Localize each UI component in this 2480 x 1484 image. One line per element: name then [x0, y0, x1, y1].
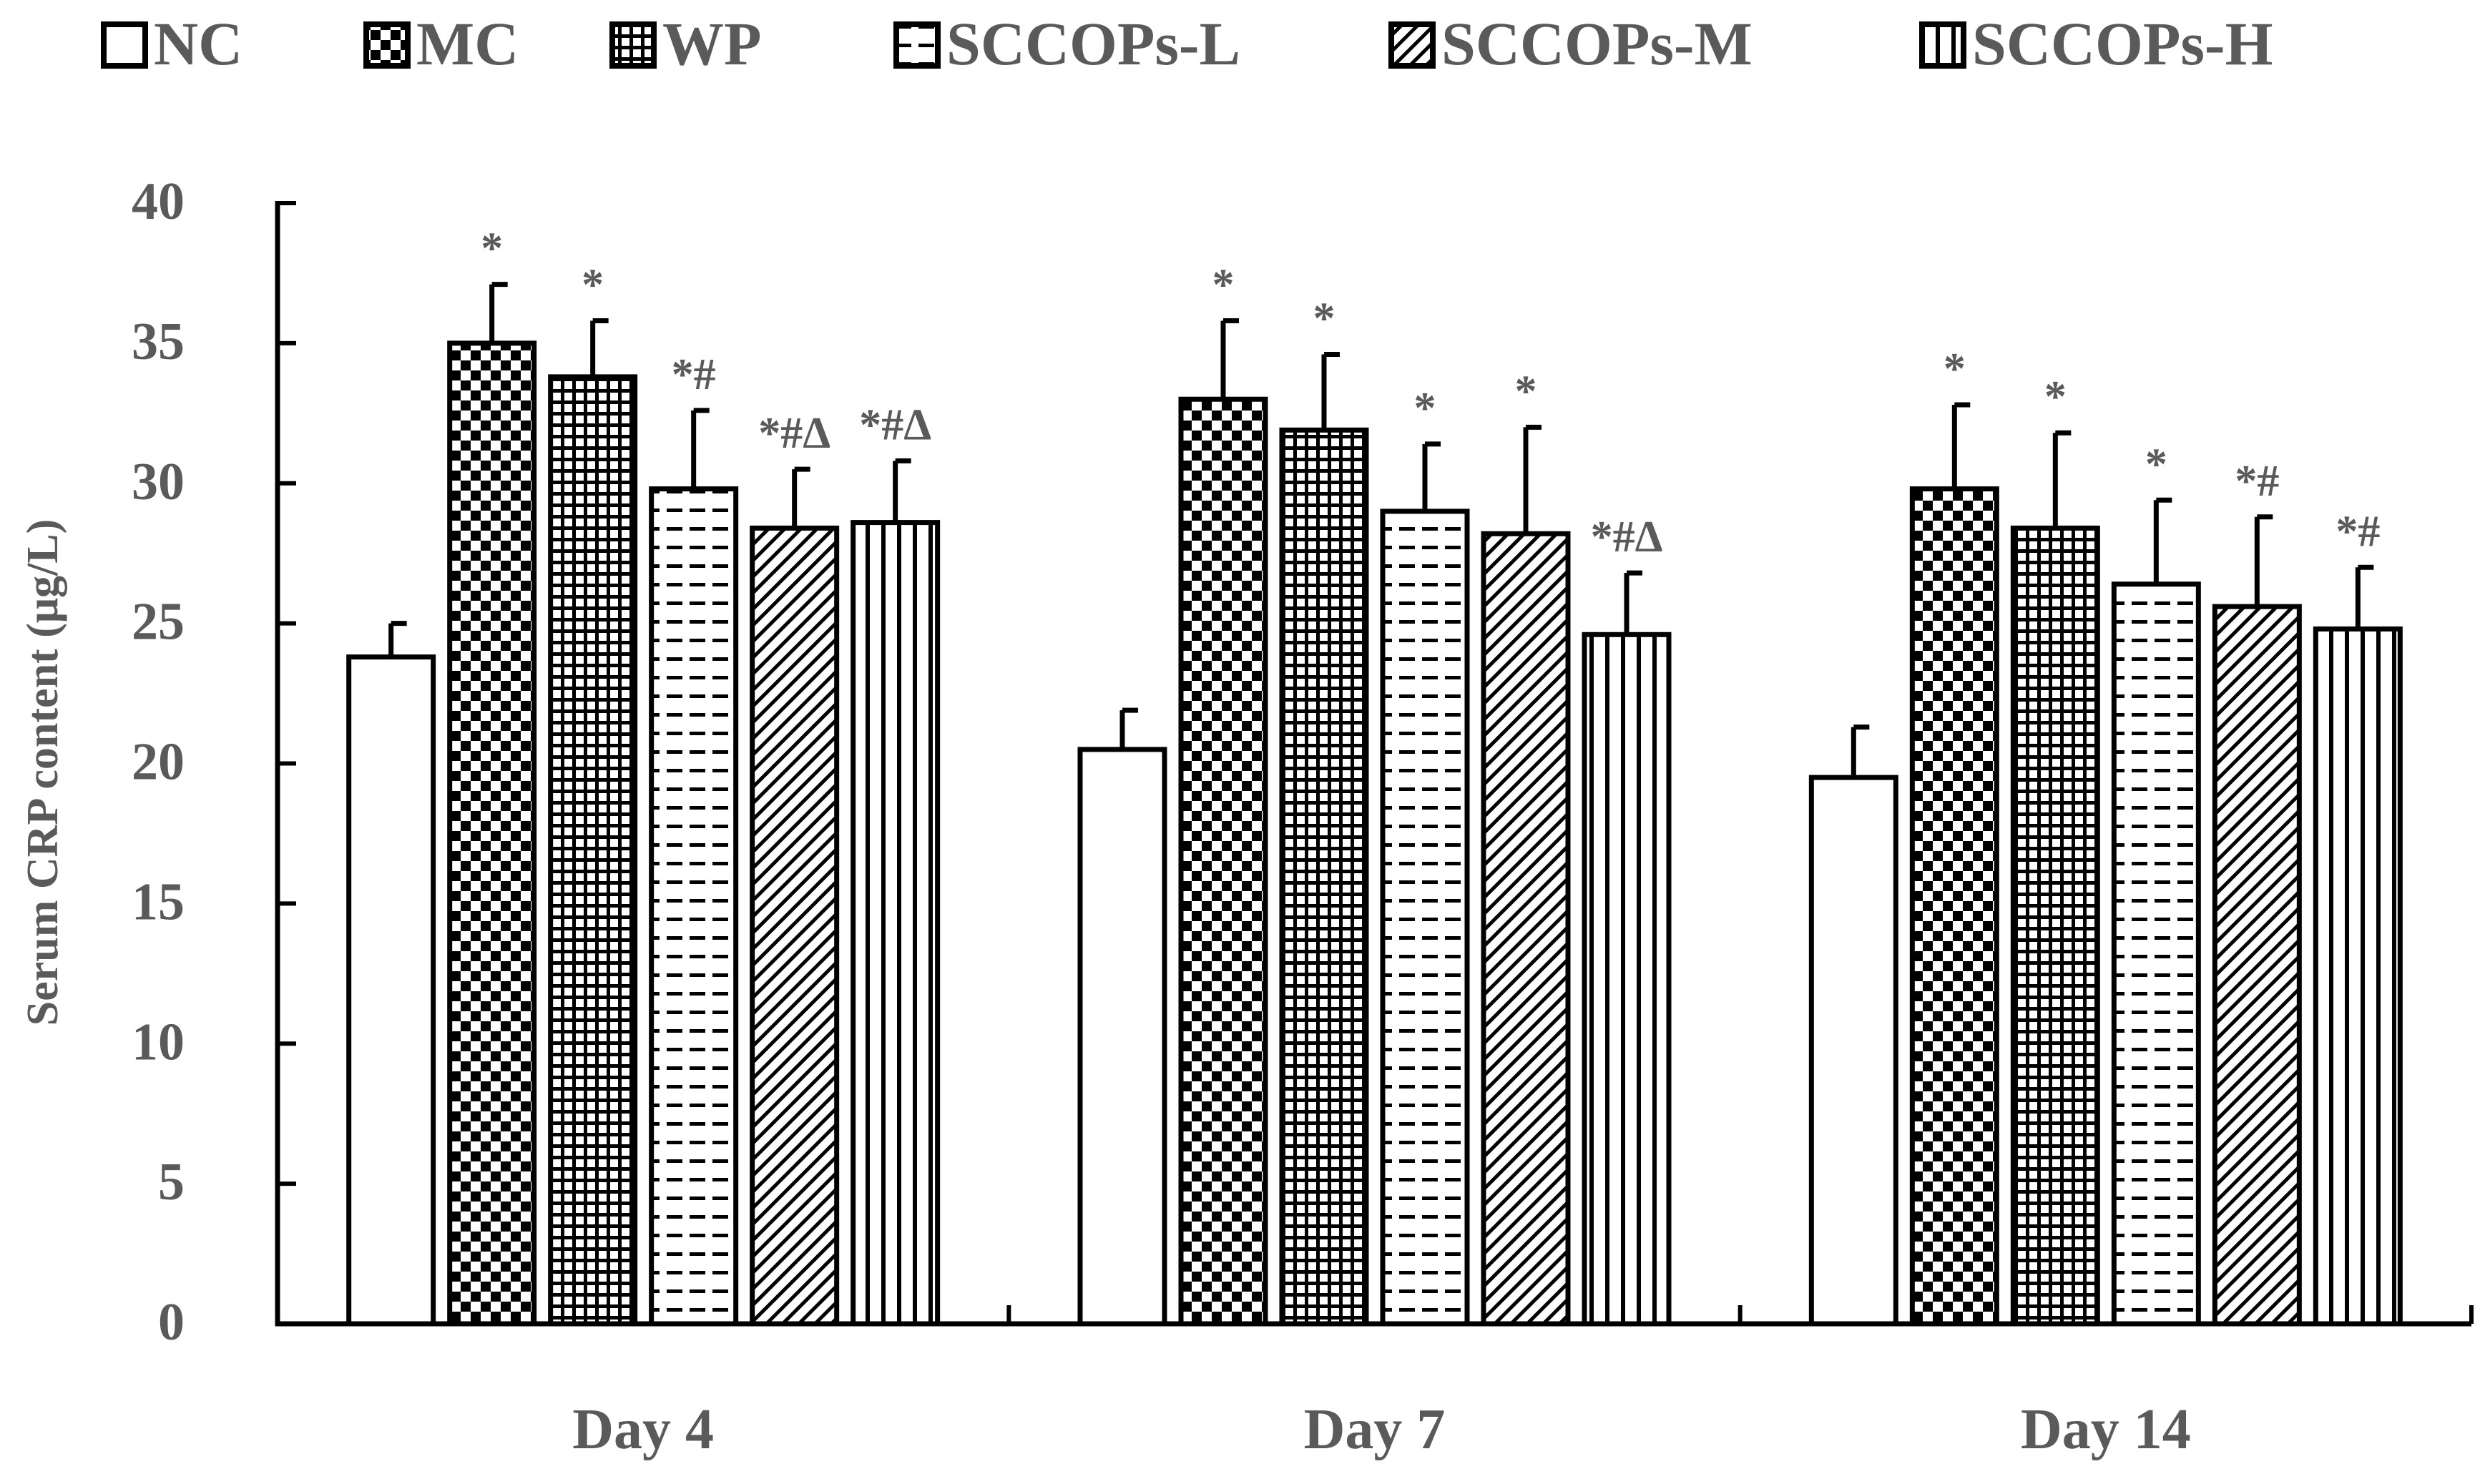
bar-nc — [346, 654, 436, 1327]
bar-sccops-h — [851, 520, 941, 1327]
bar-sccops-l — [1380, 508, 1470, 1327]
legend-swatch-sccops-l — [893, 21, 941, 69]
legend-label-sccops-h: SCCOPs-H — [1972, 9, 2273, 78]
bar-sccops-h — [2313, 626, 2403, 1327]
significance-label: *# — [672, 350, 716, 399]
y-tick-label: 40 — [132, 172, 185, 231]
significance-label: *#Δ — [859, 401, 931, 449]
significance-label: * — [2145, 440, 2167, 488]
significance-label: *# — [2336, 507, 2380, 556]
legend-swatch-nc — [101, 21, 148, 69]
bar-sccops-h — [1582, 632, 1672, 1327]
bar-mc — [1178, 396, 1268, 1327]
bar-sccops-m — [2212, 604, 2302, 1327]
legend-swatch-sccops-m — [1388, 21, 1436, 69]
legend-label-sccops-m: SCCOPs-M — [1441, 9, 1753, 78]
y-tick-label: 0 — [158, 1293, 185, 1352]
bar-wp — [1279, 427, 1369, 1327]
bar-mc — [1909, 486, 1999, 1327]
x-tick-label: Day 4 — [572, 1398, 714, 1461]
y-tick-label: 25 — [132, 593, 185, 652]
y-tick-label: 15 — [132, 873, 185, 931]
bar-sccops-m — [1481, 531, 1571, 1327]
significance-label: *#Δ — [1591, 513, 1663, 561]
legend-label-mc: MC — [416, 9, 519, 78]
bar-sccops-m — [750, 525, 840, 1327]
legend-swatch-wp — [609, 21, 657, 69]
significance-label: * — [1313, 295, 1335, 343]
bar-wp — [548, 374, 638, 1327]
bar-mc — [447, 340, 537, 1327]
bar-nc — [1808, 775, 1898, 1327]
y-tick-label: 35 — [132, 313, 185, 371]
significance-label: * — [1212, 261, 1235, 310]
y-tick-label: 20 — [132, 733, 185, 792]
legend-swatch-mc — [363, 21, 411, 69]
bar-wp — [2010, 525, 2100, 1327]
y-tick-label: 5 — [158, 1153, 185, 1212]
bar-sccops-l — [649, 486, 739, 1327]
legend-swatch-sccops-h — [1919, 21, 1966, 69]
legend-label-nc: NC — [154, 9, 242, 78]
legend: NC MC WP SCCOPs-L SCCOPs-M SCCOPs-H — [101, 9, 2273, 78]
significance-label: *# — [2235, 457, 2279, 506]
legend-label-sccops-l: SCCOPs-L — [946, 9, 1240, 78]
significance-label: * — [1944, 345, 1966, 393]
significance-label: * — [1515, 367, 1537, 416]
legend-label-wp: WP — [662, 9, 762, 78]
significance-label: * — [582, 261, 604, 310]
y-axis: 0 5 10 15 20 25 30 35 40 — [132, 172, 296, 1352]
significance-label: *#Δ — [758, 409, 830, 458]
y-tick-label: 10 — [132, 1013, 185, 1071]
y-tick-label: 30 — [132, 453, 185, 511]
significance-label: * — [481, 225, 503, 273]
bars-group: * * *# *#Δ *#Δ * * * * *#Δ * * * *# *# — [346, 225, 2403, 1327]
y-axis-label: Serum CRP content (μg/L) — [19, 519, 67, 1026]
bar-nc — [1077, 747, 1167, 1327]
significance-label: * — [1414, 384, 1436, 433]
bar-sccops-l — [2111, 581, 2201, 1327]
significance-label: * — [2044, 373, 2067, 421]
x-tick-label: Day 14 — [2021, 1398, 2191, 1461]
x-axis: Day 4 Day 7 Day 14 — [275, 1305, 2474, 1461]
x-tick-label: Day 7 — [1304, 1398, 1446, 1461]
